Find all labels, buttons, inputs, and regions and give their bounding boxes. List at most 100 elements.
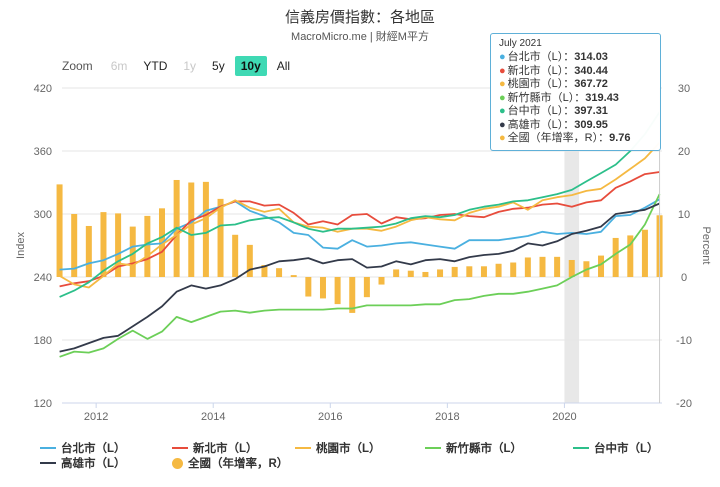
- tooltip-series-name: 台北市（L）: [507, 51, 564, 63]
- right-tick-label: -20: [676, 398, 692, 410]
- bar-national-yoy: [261, 265, 268, 277]
- legend-line-icon: [40, 447, 56, 449]
- tooltip-date: July 2021: [499, 38, 542, 49]
- bar-national-yoy: [598, 255, 605, 277]
- zoom-6m-button[interactable]: 6m: [110, 59, 128, 73]
- legend-dot-icon: [172, 457, 183, 469]
- tooltip-series-value: 397.31: [574, 105, 608, 117]
- left-tick-label: 120: [34, 398, 52, 410]
- bar-national-yoy: [217, 198, 224, 277]
- legend-label: 新竹縣市（L）: [446, 443, 523, 455]
- tooltip-dot-icon: ●: [499, 132, 506, 144]
- zoom-ytd-button[interactable]: YTD: [143, 59, 168, 73]
- bar-national-yoy: [319, 277, 326, 299]
- bar-national-yoy: [232, 234, 239, 277]
- tooltip-row: ● 新竹縣市（L）：319.43: [499, 91, 619, 104]
- x-tick-label: 2016: [318, 411, 342, 423]
- bar-national-yoy: [144, 215, 151, 277]
- x-tick-label: 2018: [435, 411, 459, 423]
- bar-national-yoy: [480, 266, 487, 277]
- legend-item-kaohsiung[interactable]: 高雄市（L）: [40, 455, 126, 471]
- legend-label: 全國（年增率，R）: [188, 458, 289, 470]
- tooltip-series-value: 9.76: [609, 132, 631, 144]
- series-line-kaohsiung: [59, 202, 660, 353]
- tooltip-series-name: 全國（年增率，R）: [507, 132, 599, 144]
- bar-national-yoy: [627, 235, 634, 277]
- legend-item-taichung[interactable]: 台中市（L）: [573, 440, 659, 456]
- tooltip-series-name: 新北市（L）: [507, 64, 564, 77]
- legend-line-icon: [425, 447, 441, 449]
- x-tick-label: 2012: [84, 411, 108, 423]
- tooltip-series-name: 新竹縣市（L）: [507, 91, 575, 104]
- tooltip-series-value: 340.44: [574, 64, 608, 77]
- left-tick-label: 240: [34, 272, 52, 284]
- right-tick-label: 0: [681, 272, 687, 284]
- tooltip-row: ● 全國（年增率，R）：9.76: [499, 132, 631, 144]
- zoom-1y-button[interactable]: 1y: [183, 59, 197, 73]
- bar-national-yoy: [539, 256, 546, 277]
- zoom-all-button[interactable]: All: [276, 59, 291, 73]
- tooltip-rows: ● 台北市（L）：314.03 ● 新北市（L）：340.44 ● 桃園市（L）：367.…: [499, 51, 652, 146]
- bar-national-yoy: [100, 212, 107, 277]
- bar-national-yoy: [71, 214, 78, 277]
- tooltip-series-value: 319.43: [585, 91, 619, 104]
- bar-national-yoy: [568, 259, 575, 277]
- bar-national-yoy: [202, 181, 209, 277]
- legend-label: 台北市（L）: [61, 443, 126, 455]
- legend-item-newtaipei[interactable]: 新北市（L）: [172, 440, 258, 456]
- series-line-newtaipei: [59, 171, 660, 288]
- tooltip-series-name: 台中市（L）: [507, 105, 564, 117]
- bar-national-yoy: [290, 275, 297, 277]
- bar-national-yoy: [466, 266, 473, 277]
- tooltip-row: ● 台中市（L）：397.31: [499, 105, 608, 117]
- legend-item-taipei[interactable]: 台北市（L）: [40, 440, 126, 456]
- tooltip-dot-icon: ●: [499, 51, 506, 63]
- legend-item-bars[interactable]: 全國（年增率，R）: [172, 455, 288, 471]
- chart-plot[interactable]: 120 180 240 300 360 420 -20 -10 0 10 20 30 2012 2014 2…: [0, 0, 720, 440]
- bar-national-yoy: [129, 226, 136, 277]
- bar-national-yoy: [510, 262, 517, 277]
- legend-item-taoyuan[interactable]: 桃園市（L）: [295, 440, 381, 456]
- right-axis-title: Percent: [700, 227, 712, 265]
- zoom-5y-button[interactable]: 5y: [212, 59, 225, 73]
- tooltip-dot-icon: ●: [499, 64, 506, 77]
- left-tick-label: 420: [34, 83, 52, 95]
- tooltip-series-name: 高雄市（L）: [507, 118, 564, 131]
- bar-national-yoy: [378, 277, 385, 285]
- left-tick-label: 300: [34, 209, 52, 221]
- bar-national-yoy: [246, 244, 253, 277]
- bar-national-yoy: [276, 268, 283, 277]
- tooltip-series-value: 314.03: [574, 51, 608, 63]
- zoom-label: Zoom: [62, 59, 93, 73]
- tooltip-dot-icon: ●: [499, 105, 506, 117]
- right-tick-label: 10: [678, 209, 690, 221]
- bar-national-yoy: [56, 184, 63, 277]
- legend-label: 桃園市（L）: [316, 443, 381, 455]
- zoom-10y-button[interactable]: 10y: [234, 56, 267, 76]
- bar-national-yoy: [85, 225, 92, 277]
- bar-national-yoy: [554, 256, 561, 277]
- tooltip-series-value: 367.72: [574, 78, 608, 90]
- legend-label: 台中市（L）: [594, 443, 659, 455]
- line-layer: [59, 111, 661, 358]
- series-line-taipei: [59, 198, 661, 271]
- tooltip-dot-icon: ●: [499, 91, 506, 104]
- bar-national-yoy: [641, 229, 648, 277]
- bar-national-yoy: [363, 277, 370, 298]
- right-tick-label: 30: [678, 83, 690, 95]
- legend-line-icon: [40, 462, 56, 464]
- tooltip-row: ● 桃園市（L）：367.72: [499, 78, 608, 90]
- bar-national-yoy: [407, 270, 414, 277]
- tooltip-row: ● 台北市（L）：314.03: [499, 51, 608, 63]
- legend-line-icon: [172, 447, 188, 449]
- x-tick-label: 2020: [552, 411, 576, 423]
- tooltip-dot-icon: ●: [499, 118, 506, 131]
- legend-item-hsinchu[interactable]: 新竹縣市（L）: [425, 440, 522, 456]
- x-tick-label: 2014: [201, 411, 225, 423]
- bar-national-yoy: [524, 257, 531, 277]
- left-tick-label: 360: [34, 146, 52, 158]
- legend-label: 高雄市（L）: [61, 458, 126, 470]
- bar-national-yoy: [349, 277, 356, 313]
- tooltip-series-value: 309.95: [574, 118, 608, 131]
- bar-national-yoy: [115, 213, 122, 277]
